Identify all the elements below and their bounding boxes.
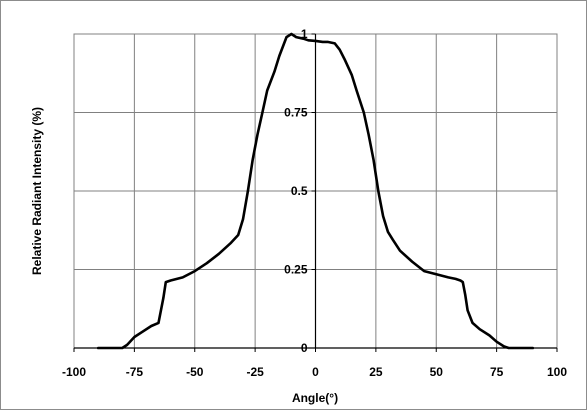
x-tick-label: -100 bbox=[62, 365, 86, 379]
y-tick-label: 0 bbox=[301, 341, 308, 355]
series-line bbox=[96, 32, 535, 350]
x-tick-label: -50 bbox=[186, 365, 204, 379]
y-tick-label: 0.5 bbox=[291, 184, 308, 198]
x-tick-label: 0 bbox=[312, 365, 319, 379]
tick-layer: -100 -75 -50 -25 0 25 50 75 100 0 0.25 0.5 0.75 1 bbox=[62, 27, 567, 379]
series-layer bbox=[96, 32, 535, 350]
y-tick-label: 1 bbox=[301, 27, 308, 41]
x-tick-label: -75 bbox=[126, 365, 144, 379]
x-tick-label: 75 bbox=[490, 365, 504, 379]
x-tick-label: 100 bbox=[547, 365, 567, 379]
y-tick-label: 0.75 bbox=[284, 106, 308, 120]
x-tick-label: 25 bbox=[369, 365, 383, 379]
x-tick-label: 50 bbox=[430, 365, 444, 379]
y-axis-title: Relative Radiant Intensity (%) bbox=[30, 107, 44, 275]
x-axis-title: Angle(°) bbox=[292, 391, 338, 405]
x-tick-label: -25 bbox=[246, 365, 264, 379]
y-tick-label: 0.25 bbox=[284, 263, 308, 277]
